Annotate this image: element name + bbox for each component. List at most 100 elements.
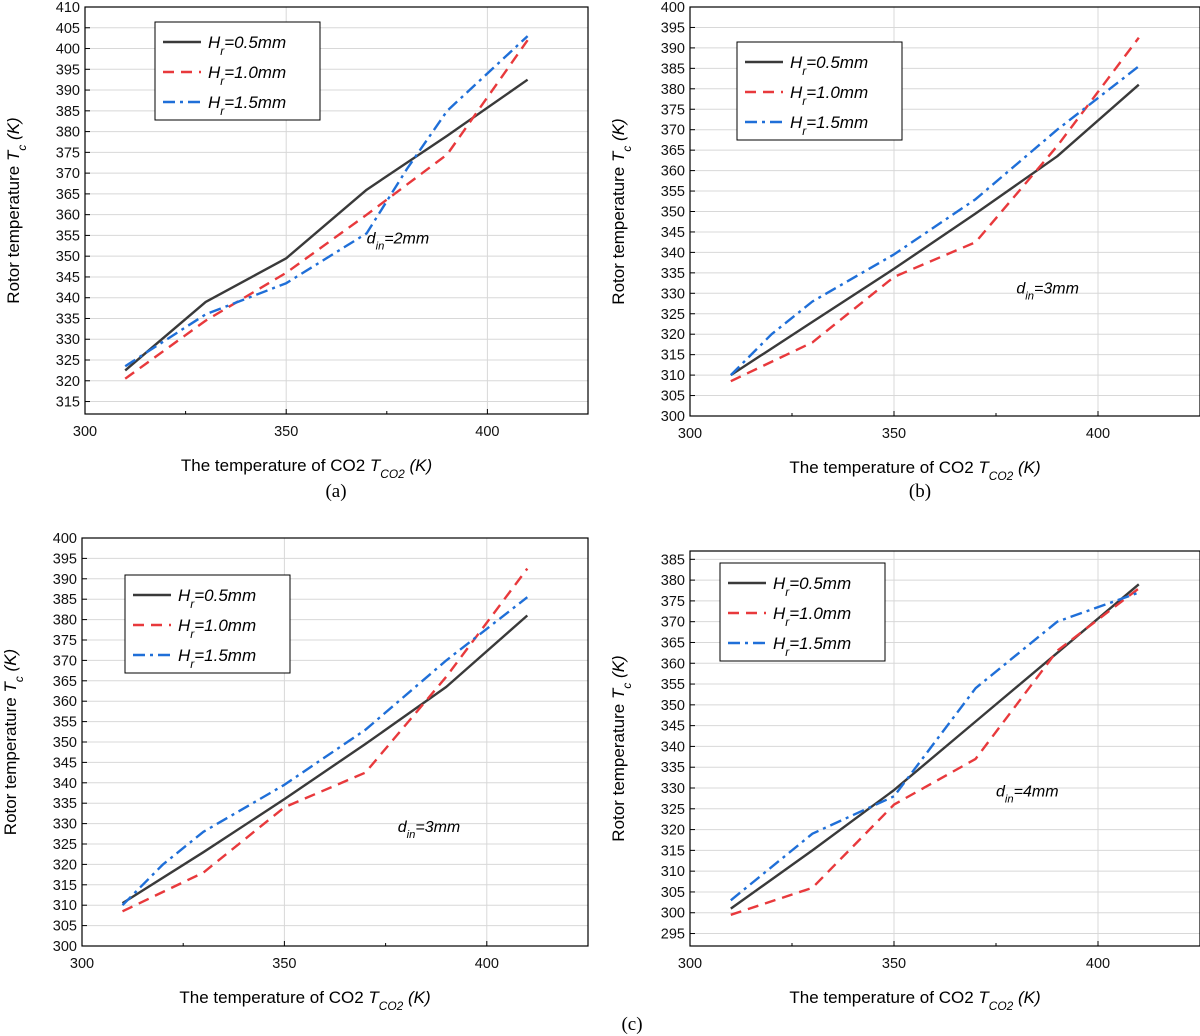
y-tick-label: 385 [661,61,685,77]
series-line-dashdot [729,65,1140,376]
x-tick-label: 400 [475,956,499,972]
y-tick-label: 320 [661,823,685,839]
y-tick-label: 310 [661,864,685,880]
legend: Hr=0.5mm Hr=1.0mm Hr=1.5mm [124,574,291,674]
y-tick-label: 345 [53,755,77,771]
y-tick-label: 315 [56,395,80,411]
series-line-solid [730,583,1140,910]
y-tick-label: 365 [53,674,77,690]
x-tick-label: 300 [70,956,94,972]
x-axis-label: The temperature of CO2 TCO2 (K) [179,988,430,1013]
legend-entry-label: Hr=1.5mm [178,646,256,671]
panel-label: (b) [909,481,931,502]
legend-entry-label: Hr=0.5mm [773,574,851,599]
y-tick-label: 365 [661,143,685,159]
y-tick-label: 300 [661,409,685,425]
x-tick-label: 350 [882,426,906,442]
y-tick-label: 355 [56,228,80,244]
y-tick-label: 405 [56,21,80,37]
y-tick-label: 350 [53,735,77,751]
chart-panel-3: 300 305 310 315 320 325 330 335 340 345 350 355 360 3… [1,531,589,1013]
legend: Hr=0.5mm Hr=1.0mm Hr=1.5mm [719,562,886,662]
x-tick-label: 300 [678,426,702,442]
legend-entry-label: Hr=1.5mm [208,93,286,118]
y-tick-label: 335 [56,311,80,327]
annotation-label: din=3mm [398,819,461,841]
y-tick-label: 325 [56,353,80,369]
y-tick-label: 395 [53,551,77,567]
series-line-dashdot [124,35,529,368]
y-tick-label: 305 [53,919,77,935]
axes-frame [84,6,589,415]
y-tick-label: 395 [661,20,685,36]
y-tick-label: 385 [53,592,77,608]
panel-label: (a) [325,481,346,502]
legend-entry-label: Hr=0.5mm [208,33,286,58]
y-tick-label: 360 [56,208,80,224]
x-tick-label: 350 [274,424,298,440]
y-tick-label: 345 [661,225,685,241]
y-tick-label: 350 [56,249,80,265]
legend: Hr=0.5mm Hr=1.0mm Hr=1.5mm [736,41,903,141]
y-axis-label: Rotor temperature Tc (K) [4,117,29,303]
legend-entry-label: Hr=1.0mm [178,616,256,641]
y-tick-label: 375 [661,102,685,118]
y-tick-label: 375 [53,633,77,649]
legend-entry-label: Hr=1.5mm [773,634,851,659]
y-tick-label: 335 [661,266,685,282]
y-tick-label: 385 [56,104,80,120]
series-line-dashdot [730,591,1140,902]
annotation-label: din=2mm [367,231,430,253]
y-tick-label: 310 [661,368,685,384]
y-axis-label: Rotor temperature Tc (K) [609,655,634,841]
series-line-solid [730,83,1140,377]
x-axis-label: The temperature of CO2 TCO2 (K) [789,458,1040,483]
y-tick-label: 360 [661,164,685,180]
y-tick-label: 370 [56,166,80,182]
y-tick-label: 365 [56,187,80,203]
chart-panel-1: 315 320 325 330 335 340 345 350 355 360 365 370 375 3… [4,0,589,502]
legend-entry-label: Hr=1.0mm [208,63,286,88]
y-tick-label: 320 [56,374,80,390]
x-tick-label: 350 [882,956,906,972]
annotation-label: din=3mm [1016,280,1079,302]
y-tick-label: 315 [53,878,77,894]
y-tick-label: 325 [53,837,77,853]
y-tick-label: 340 [661,245,685,261]
y-tick-label: 370 [661,615,685,631]
x-axis-label: The temperature of CO2 TCO2 (K) [789,988,1040,1013]
y-tick-label: 315 [661,348,685,364]
y-tick-label: 390 [661,41,685,57]
y-tick-label: 350 [661,698,685,714]
y-tick-label: 385 [661,552,685,568]
y-tick-label: 340 [53,776,77,792]
y-tick-label: 380 [56,125,80,141]
y-tick-label: 380 [661,573,685,589]
y-tick-label: 370 [53,653,77,669]
x-tick-label: 400 [1086,956,1110,972]
y-tick-label: 355 [661,677,685,693]
y-tick-label: 360 [661,656,685,672]
y-axis-label: Rotor temperature Tc (K) [609,118,634,304]
y-tick-label: 330 [53,817,77,833]
x-tick-label: 300 [678,956,702,972]
y-tick-label: 345 [56,270,80,286]
y-tick-label: 400 [56,42,80,58]
y-tick-label: 400 [53,531,77,547]
legend-entry-label: Hr=0.5mm [790,53,868,78]
y-tick-label: 350 [661,205,685,221]
y-tick-label: 360 [53,694,77,710]
y-tick-label: 320 [661,327,685,343]
x-tick-label: 350 [272,956,296,972]
chart-panel-4: 295 300 305 310 315 320 325 330 335 340 345 350 355 3… [609,550,1200,1013]
y-tick-label: 305 [661,885,685,901]
y-tick-label: 300 [53,939,77,955]
y-tick-label: 325 [661,307,685,323]
y-tick-label: 315 [661,843,685,859]
y-tick-label: 390 [53,572,77,588]
y-tick-label: 340 [56,291,80,307]
y-tick-label: 380 [661,82,685,98]
y-tick-label: 325 [661,802,685,818]
y-tick-label: 330 [56,332,80,348]
